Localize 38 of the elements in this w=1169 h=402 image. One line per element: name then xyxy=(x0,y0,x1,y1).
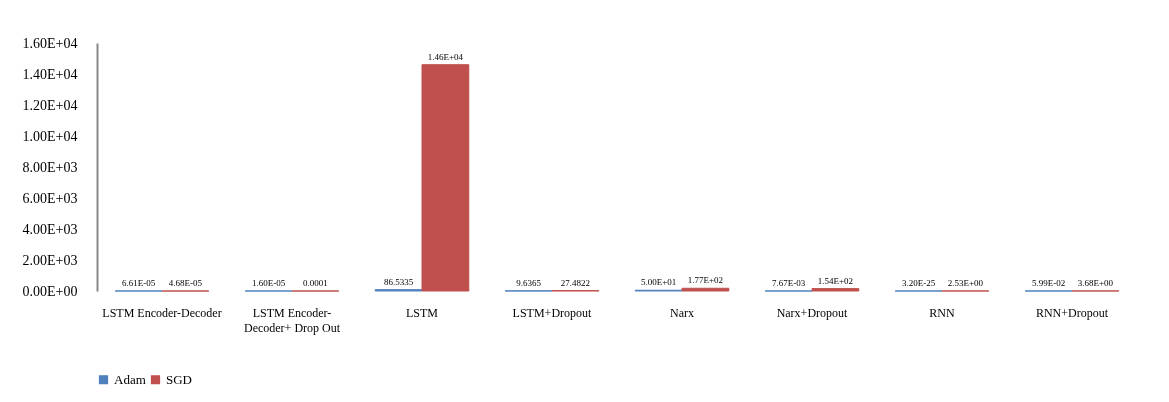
data-label: 27.4822 xyxy=(560,277,591,288)
data-label: 1.46E+04 xyxy=(427,51,464,62)
bar xyxy=(421,64,470,292)
data-label: 5.99E-02 xyxy=(1031,278,1066,288)
y-tick-label: 1.60E+04 xyxy=(22,35,78,51)
x-tick-label: Narx+Dropout xyxy=(776,305,849,320)
data-label: 0.0001 xyxy=(303,278,328,288)
data-label: 9.6365 xyxy=(516,277,542,288)
data-label: 7.67E-03 xyxy=(771,278,806,288)
legend-label: SGD xyxy=(166,371,193,387)
y-tick-label: 2.00E+03 xyxy=(22,252,78,268)
bar xyxy=(681,287,730,292)
y-tick-label: 1.20E+04 xyxy=(22,97,78,113)
y-tick-label: 6.00E+03 xyxy=(22,190,78,206)
x-tick-label: LSTM xyxy=(405,305,439,320)
y-tick-label: 4.00E+03 xyxy=(22,221,78,237)
x-tick-label: LSTM Encoder-Decoder xyxy=(102,305,222,320)
y-tick-label: 1.40E+04 xyxy=(22,66,78,82)
y-tick-label: 1.00E+04 xyxy=(22,128,78,144)
data-label: 1.77E+02 xyxy=(687,275,724,286)
legend-label: Adam xyxy=(114,371,146,387)
y-tick-label: 0.00E+00 xyxy=(22,283,78,299)
data-label: 1.60E-05 xyxy=(251,278,286,288)
x-tick-label: Narx xyxy=(670,305,694,320)
data-label: 6.61E-05 xyxy=(121,278,156,288)
bar xyxy=(811,288,860,292)
y-tick-label: 8.00E+03 xyxy=(22,159,78,175)
data-label: 3.20E-25 xyxy=(901,278,936,288)
data-label: 1.54E+02 xyxy=(817,275,854,286)
x-tick-label: LSTM Encoder-Decoder+ Drop Out xyxy=(243,305,341,335)
data-label: 5.00E+01 xyxy=(640,277,677,288)
x-tick-label: LSTM+Dropout xyxy=(512,305,593,320)
data-label: 2.53E+00 xyxy=(947,277,984,288)
x-tick-label: RNN xyxy=(929,305,955,320)
data-label: 86.5335 xyxy=(383,276,414,287)
data-label: 3.68E+00 xyxy=(1077,277,1114,288)
data-label: 4.68E-05 xyxy=(168,278,203,288)
x-tick-label: RNN+Dropout xyxy=(1035,305,1109,320)
